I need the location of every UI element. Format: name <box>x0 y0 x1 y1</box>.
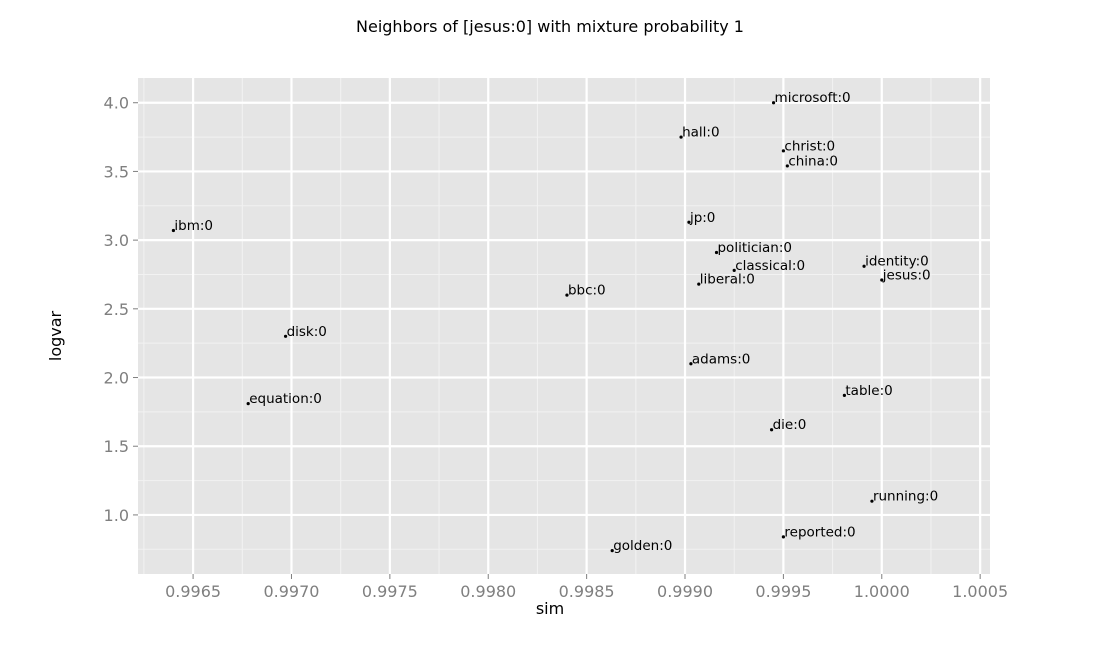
data-point <box>171 228 176 233</box>
point-label: microsoft:0 <box>775 90 851 106</box>
x-axis-label: sim <box>536 599 564 618</box>
point-label: ibm:0 <box>174 218 213 234</box>
data-point <box>785 164 789 168</box>
point-label: china:0 <box>788 153 838 169</box>
x-tick-label: 0.9965 <box>165 582 221 601</box>
point-label: adams:0 <box>692 351 750 367</box>
data-point <box>732 268 736 272</box>
x-tick-label: 0.9995 <box>755 582 811 601</box>
data-point <box>781 149 785 153</box>
data-point <box>842 393 846 397</box>
point-label: christ:0 <box>784 138 835 154</box>
point-label: running:0 <box>873 489 938 505</box>
y-axis-label: logvar <box>46 310 65 361</box>
data-point <box>283 334 288 338</box>
data-point <box>697 282 701 286</box>
y-tick-label: 4.0 <box>104 94 129 113</box>
y-tick-label: 2.5 <box>104 300 129 319</box>
x-tick-label: 0.9980 <box>460 582 516 601</box>
point-label: hall:0 <box>682 125 719 141</box>
minor-gridlines <box>138 78 990 574</box>
data-point <box>771 101 776 105</box>
point-label: table:0 <box>845 383 892 399</box>
point-label: liberal:0 <box>700 272 755 288</box>
point-label: bbc:0 <box>568 283 606 299</box>
major-gridlines <box>138 78 990 574</box>
point-label: identity:0 <box>865 254 929 270</box>
x-tick-label: 0.9990 <box>657 582 713 601</box>
data-point <box>880 278 884 282</box>
y-tick-label: 3.5 <box>104 162 129 181</box>
x-tick-label: 0.9970 <box>263 582 319 601</box>
x-tick-label: 0.9985 <box>559 582 615 601</box>
point-label: jp:0 <box>689 210 715 226</box>
data-point <box>565 293 569 297</box>
data-point <box>862 264 866 268</box>
data-point <box>769 428 774 432</box>
data-point <box>714 250 719 255</box>
point-label: politician:0 <box>717 240 792 256</box>
y-axis-ticks: 1.0 1.5 2.0 2.5 3.0 3.5 4.0 <box>104 94 138 525</box>
y-tick-label: 3.0 <box>104 231 129 250</box>
data-point <box>689 362 693 366</box>
point-label: equation:0 <box>249 391 322 407</box>
plot-panel <box>138 78 990 574</box>
point-label: jesus:0 <box>882 267 931 283</box>
data-point <box>679 135 683 139</box>
x-tick-label: 1.0005 <box>952 582 1008 601</box>
y-tick-label: 1.0 <box>104 506 129 525</box>
chart-title: Neighbors of [jesus:0] with mixture prob… <box>356 17 744 36</box>
data-point <box>687 220 691 224</box>
y-tick-label: 1.5 <box>104 437 129 456</box>
y-tick-label: 2.0 <box>104 369 129 388</box>
data-point <box>870 499 874 503</box>
point-label: disk:0 <box>287 324 327 340</box>
point-label: reported:0 <box>784 524 855 540</box>
data-point <box>610 549 614 553</box>
x-tick-label: 0.9975 <box>362 582 418 601</box>
point-label: die:0 <box>773 417 807 433</box>
point-label: golden:0 <box>613 538 672 554</box>
x-tick-label: 1.0000 <box>854 582 910 601</box>
point-label: classical:0 <box>735 258 805 274</box>
x-axis-ticks: 0.9965 0.9970 0.9975 0.9980 0.9985 0.9990 0.99… <box>165 574 1008 601</box>
data-point <box>781 535 785 539</box>
data-point <box>246 402 250 406</box>
